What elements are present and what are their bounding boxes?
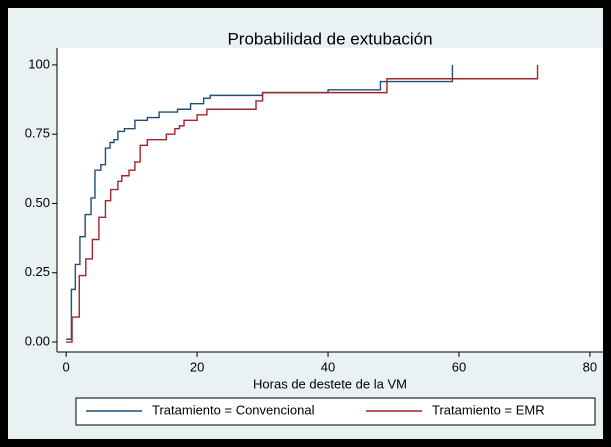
y-tick-label: 0.50 bbox=[25, 195, 50, 210]
chart-title: Probabilidad de extubación bbox=[227, 29, 432, 48]
y-tick-label: 0.00 bbox=[25, 333, 50, 348]
survival-line bbox=[66, 64, 454, 340]
x-tick-label: 60 bbox=[452, 359, 466, 374]
x-axis-label: Horas de destete de la VM bbox=[253, 376, 407, 391]
x-tick-label: 40 bbox=[321, 359, 335, 374]
plot-area bbox=[57, 48, 603, 352]
survival-line bbox=[66, 64, 539, 343]
x-tick-label: 20 bbox=[190, 359, 204, 374]
legend-label: Tratamiento = EMR bbox=[432, 402, 545, 417]
x-tick-label: 80 bbox=[583, 359, 597, 374]
y-tick-label: 0.25 bbox=[25, 264, 50, 279]
legend-label: Tratamiento = Convencional bbox=[152, 402, 315, 417]
legend bbox=[75, 397, 596, 426]
x-tick-label: 0 bbox=[63, 359, 70, 374]
y-tick-label: 100 bbox=[28, 56, 50, 71]
y-tick-label: 0.75 bbox=[25, 126, 50, 141]
